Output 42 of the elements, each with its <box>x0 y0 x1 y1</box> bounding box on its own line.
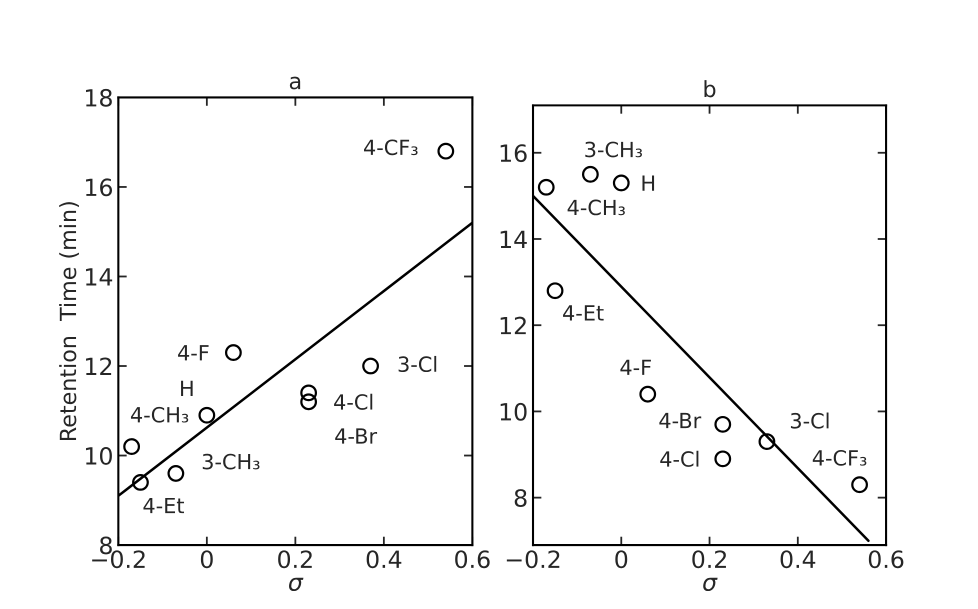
annotation: 3-Cl <box>398 356 436 372</box>
x-tick-label: 0.2 <box>278 550 312 568</box>
annotation: 4-F <box>620 360 651 375</box>
y-tick-label: 14 <box>500 230 527 248</box>
y-tick-label: 18 <box>86 88 112 107</box>
annotation: 4-Cl <box>334 394 372 410</box>
annotation: 4-CH₃ <box>568 200 625 216</box>
chart-title: b <box>704 80 716 98</box>
annotation: 4-Et <box>563 305 604 320</box>
y-tick-label: 10 <box>500 402 527 421</box>
y-tick-label: 12 <box>86 357 112 375</box>
annotation: 3-Cl <box>790 412 829 429</box>
annotation: 4-F <box>178 345 209 360</box>
y-tick-label: 16 <box>86 178 112 196</box>
y-tick-label: 8 <box>514 489 527 507</box>
x-tick-label: 0 <box>200 550 213 568</box>
annotation: 4-Cl <box>660 450 698 467</box>
x-tick-label: 0 <box>615 550 628 568</box>
x-axis-title: σ <box>703 578 718 592</box>
y-tick-label: 12 <box>500 316 526 334</box>
annotation: 4-CF₃ <box>364 139 418 156</box>
annotation: 4-Br <box>659 412 702 428</box>
x-tick-label: 0.4 <box>780 550 816 568</box>
y-axis-title: Retention Time (min) <box>59 202 79 440</box>
x-axis-title: σ <box>289 578 304 592</box>
y-tick-label: 16 <box>500 144 527 162</box>
chart-title: a <box>290 76 300 90</box>
y-tick-label: 14 <box>86 268 112 286</box>
y-tick-label: 10 <box>86 446 112 465</box>
annotation: 4-Br <box>335 428 378 444</box>
annotation: 4-Et <box>143 498 184 514</box>
annotation: H <box>642 176 654 191</box>
annotation: 4-CF₃ <box>812 450 866 466</box>
x-tick-label: 0.4 <box>366 550 402 568</box>
annotation: H <box>181 380 193 396</box>
x-tick-label: 0.2 <box>692 550 726 568</box>
annotation: 4-CH₃ <box>130 406 188 423</box>
x-tick-label: 0.6 <box>868 550 904 568</box>
annotation: 3-CH₃ <box>585 142 642 158</box>
x-tick-label: 0.6 <box>455 550 490 568</box>
annotation: 3-CH₃ <box>202 454 260 470</box>
x-tick-label: −0.2 <box>506 550 560 568</box>
